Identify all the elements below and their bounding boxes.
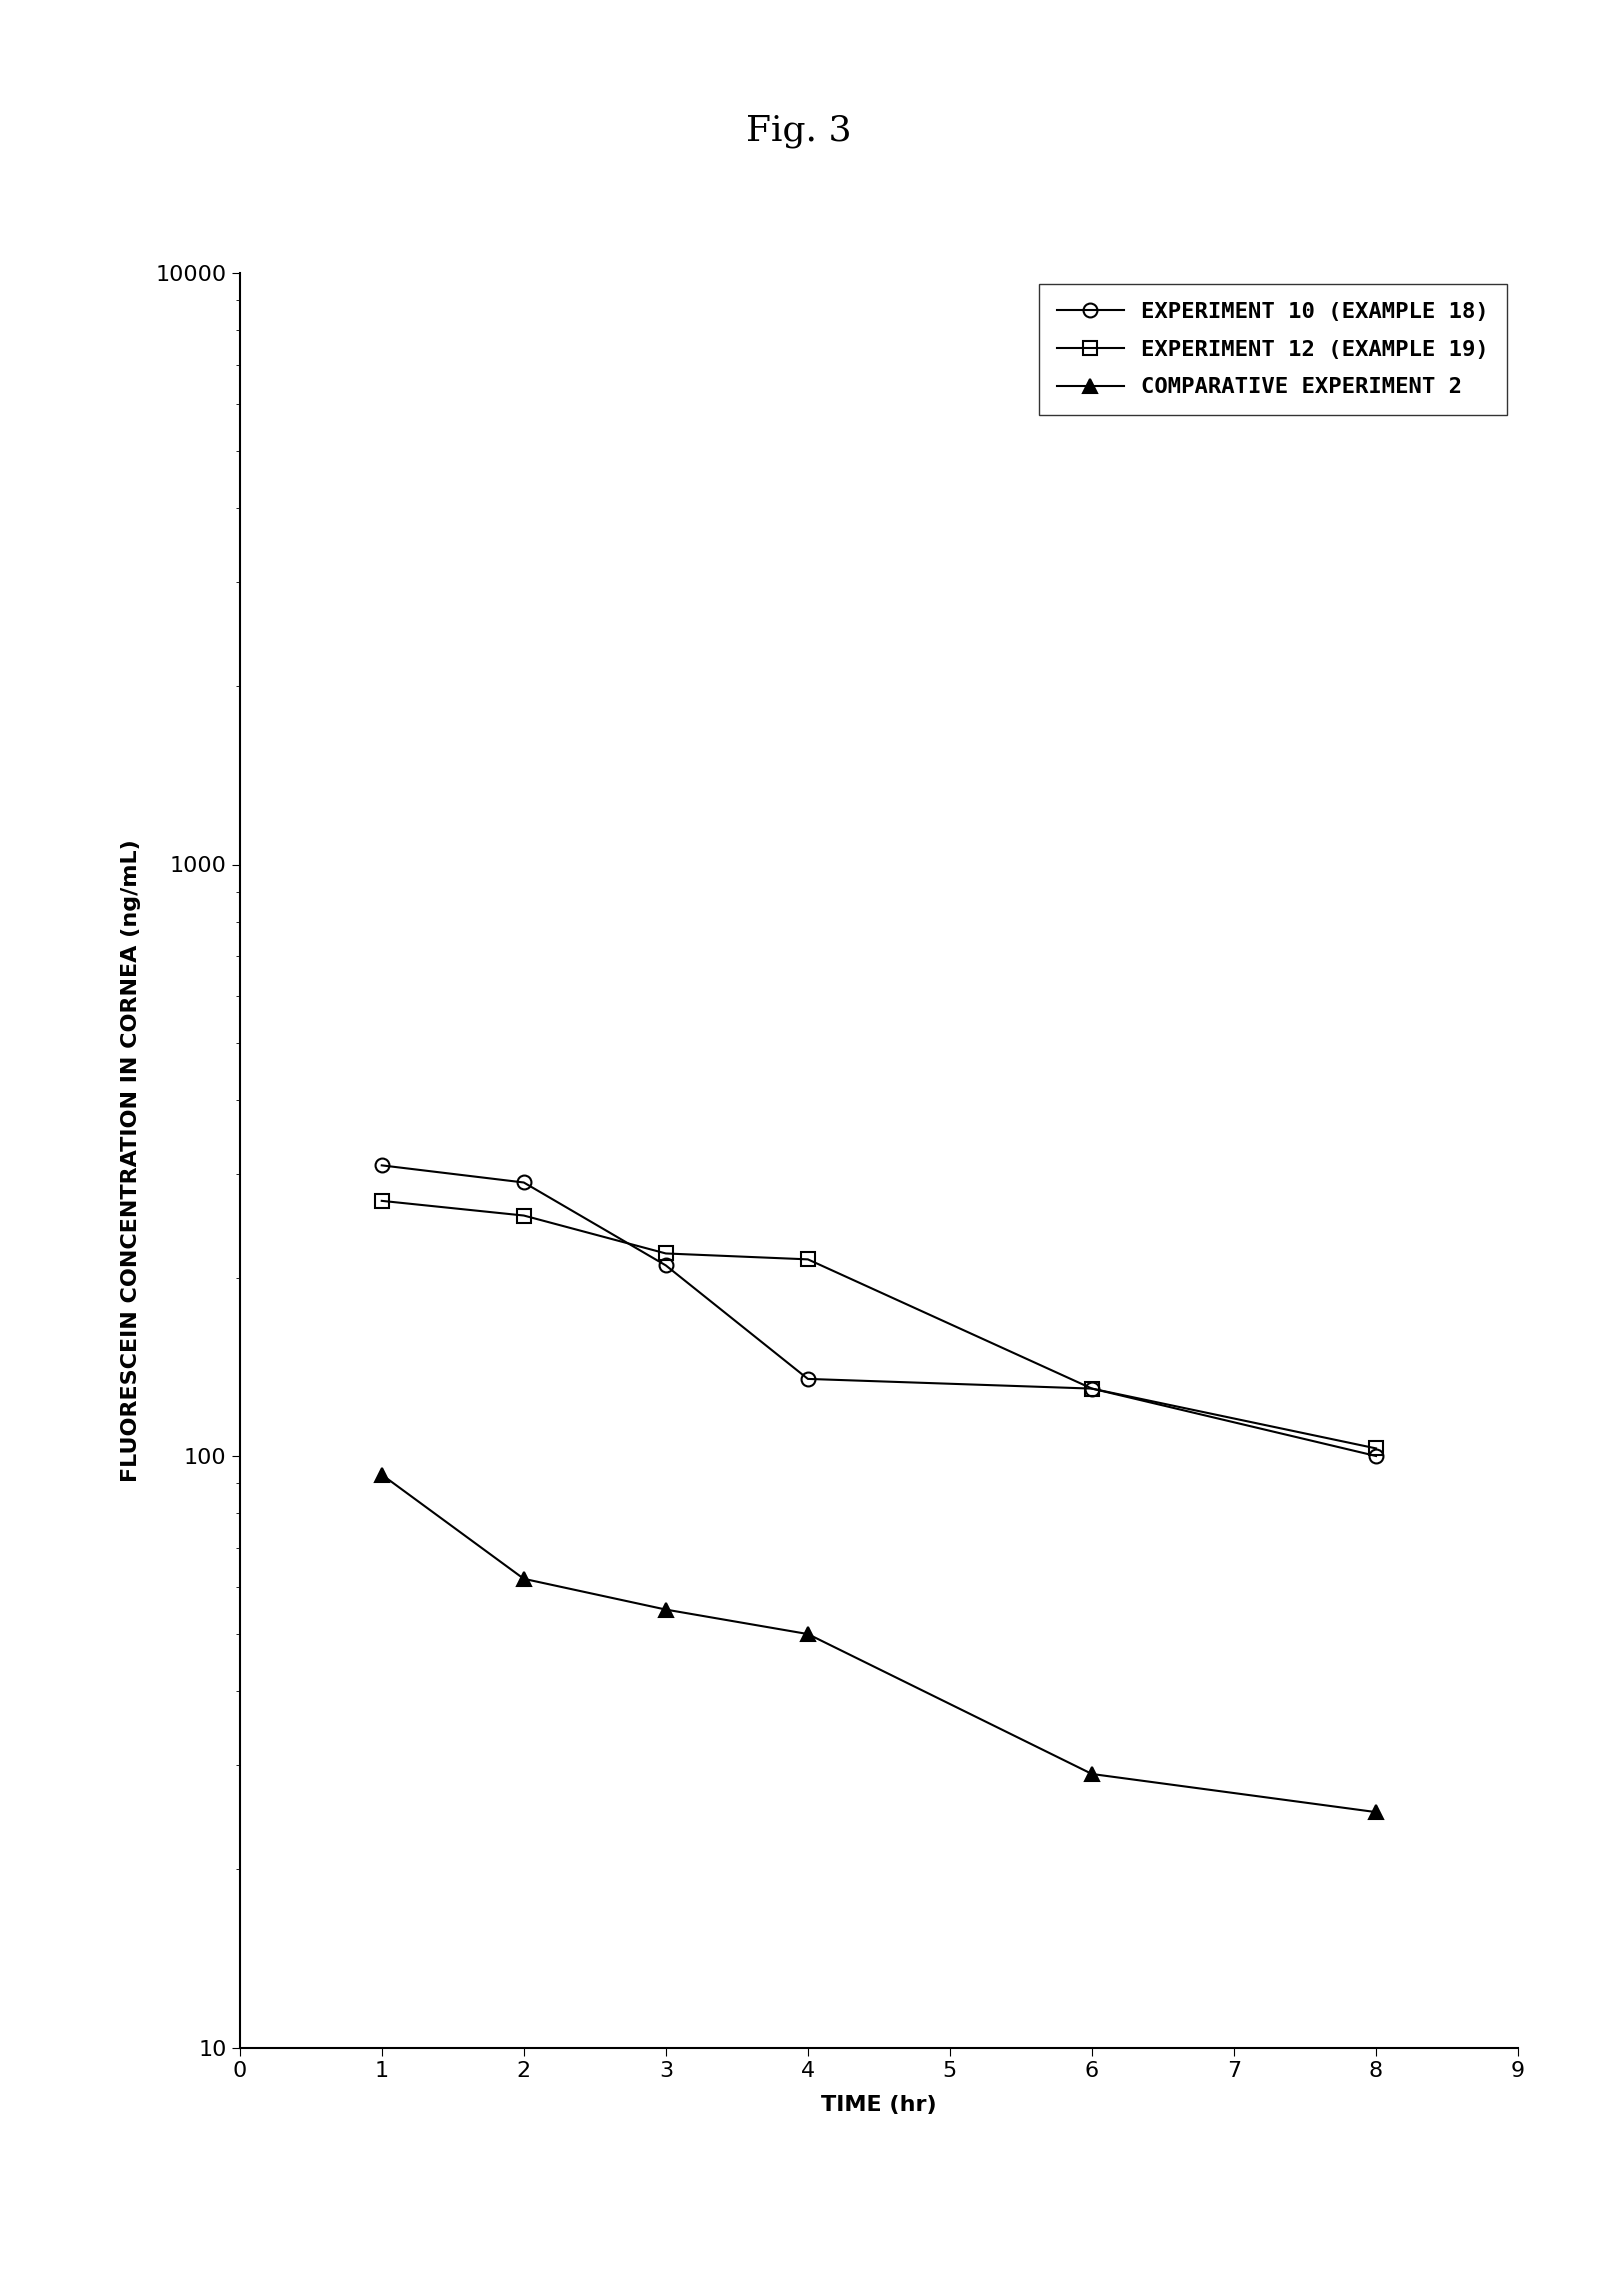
EXPERIMENT 10 (EXAMPLE 18) [799, 1365, 818, 1392]
EXPERIMENT 10 (EXAMPLE 18) [1366, 1442, 1385, 1470]
EXPERIMENT 12 (EXAMPLE 19) [1366, 1436, 1385, 1463]
Line: COMPARATIVE EXPERIMENT 2: COMPARATIVE EXPERIMENT 2 [376, 1467, 1382, 1820]
EXPERIMENT 10 (EXAMPLE 18) [372, 1151, 392, 1178]
EXPERIMENT 10 (EXAMPLE 18) [1082, 1374, 1101, 1401]
COMPARATIVE EXPERIMENT 2 [657, 1597, 676, 1624]
EXPERIMENT 12 (EXAMPLE 19) [1082, 1374, 1101, 1401]
COMPARATIVE EXPERIMENT 2 [799, 1620, 818, 1647]
COMPARATIVE EXPERIMENT 2 [515, 1565, 534, 1592]
Text: Fig. 3: Fig. 3 [746, 114, 852, 148]
EXPERIMENT 10 (EXAMPLE 18) [657, 1251, 676, 1279]
Legend: EXPERIMENT 10 (EXAMPLE 18), EXPERIMENT 12 (EXAMPLE 19), COMPARATIVE EXPERIMENT 2: EXPERIMENT 10 (EXAMPLE 18), EXPERIMENT 1… [1039, 284, 1507, 416]
EXPERIMENT 12 (EXAMPLE 19) [372, 1188, 392, 1215]
EXPERIMENT 12 (EXAMPLE 19) [515, 1201, 534, 1228]
COMPARATIVE EXPERIMENT 2 [372, 1461, 392, 1488]
EXPERIMENT 12 (EXAMPLE 19) [799, 1247, 818, 1274]
Line: EXPERIMENT 12 (EXAMPLE 19): EXPERIMENT 12 (EXAMPLE 19) [376, 1194, 1382, 1456]
Line: EXPERIMENT 10 (EXAMPLE 18): EXPERIMENT 10 (EXAMPLE 18) [376, 1158, 1382, 1463]
X-axis label: TIME (hr): TIME (hr) [821, 2095, 936, 2113]
COMPARATIVE EXPERIMENT 2 [1082, 1761, 1101, 1788]
EXPERIMENT 10 (EXAMPLE 18) [515, 1169, 534, 1197]
Y-axis label: FLUORESCEIN CONCENTRATION IN CORNEA (ng/mL): FLUORESCEIN CONCENTRATION IN CORNEA (ng/… [121, 839, 142, 1481]
EXPERIMENT 12 (EXAMPLE 19) [657, 1240, 676, 1267]
COMPARATIVE EXPERIMENT 2 [1366, 1800, 1385, 1827]
